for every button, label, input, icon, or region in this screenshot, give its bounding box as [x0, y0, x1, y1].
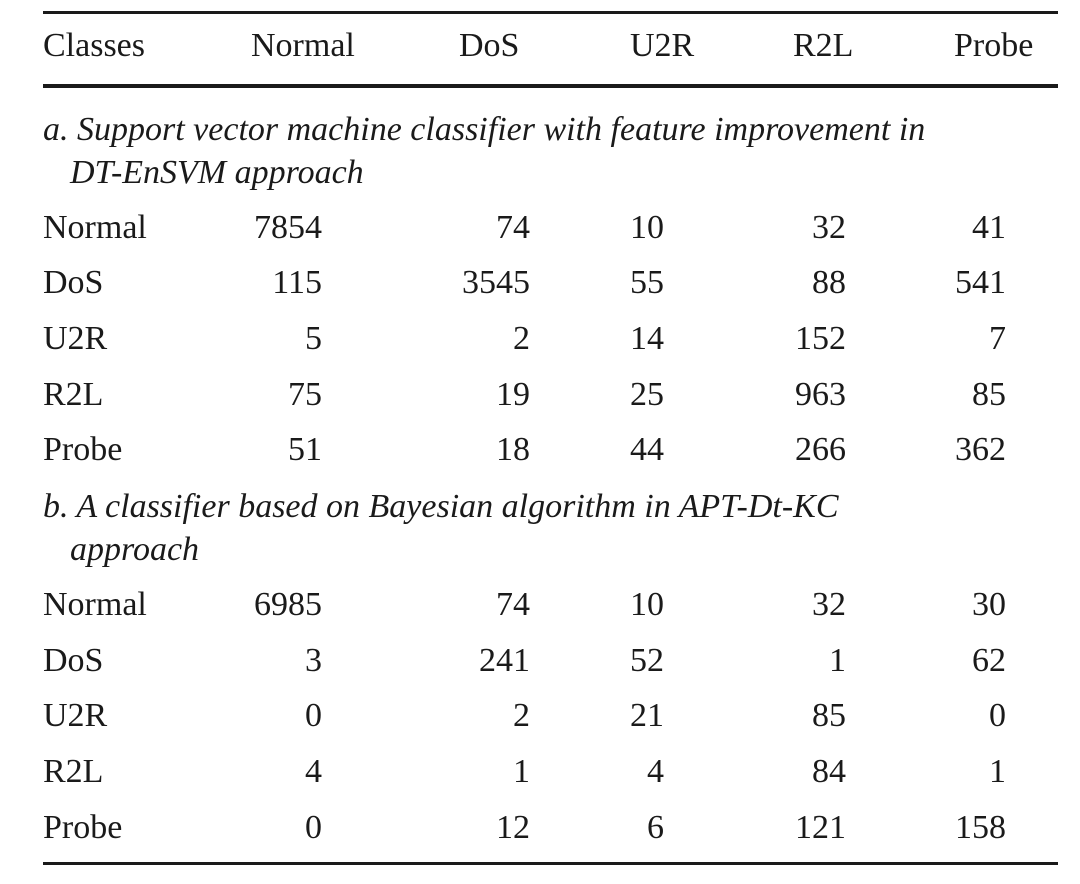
table-row: Normal 7854 74 10 32 41 [0, 208, 1080, 248]
cell-u2r: 6 [647, 809, 664, 846]
cell-normal: 0 [305, 809, 322, 846]
section-b-caption-line2: approach [70, 531, 200, 568]
cell-normal: 3 [305, 642, 322, 679]
row-label: Normal [43, 586, 147, 623]
bottom-rule [43, 862, 1058, 865]
row-label: R2L [43, 376, 104, 413]
cell-r2l: 963 [795, 376, 846, 413]
cell-probe: 62 [972, 642, 1006, 679]
cell-dos: 74 [496, 586, 530, 623]
cell-u2r: 25 [630, 376, 664, 413]
cell-dos: 3545 [462, 264, 530, 301]
row-label: DoS [43, 642, 104, 679]
section-a-caption-line1: a. Support vector machine classifier wit… [43, 111, 926, 148]
row-label: U2R [43, 697, 108, 734]
cell-u2r: 21 [630, 697, 664, 734]
cell-dos: 1 [513, 753, 530, 790]
table-row: DoS 3 241 52 1 62 [0, 641, 1080, 681]
header-r2l: R2L [793, 27, 854, 64]
cell-probe: 7 [989, 320, 1006, 357]
cell-probe: 1 [989, 753, 1006, 790]
cell-normal: 0 [305, 697, 322, 734]
section-a-caption-line2: DT-EnSVM approach [70, 154, 364, 191]
section-b-caption-line1: b. A classifier based on Bayesian algori… [43, 488, 839, 525]
cell-dos: 2 [513, 320, 530, 357]
cell-normal: 4 [305, 753, 322, 790]
table-header-row: Classes Normal DoS U2R R2L Probe [0, 26, 1080, 66]
header-rule [43, 84, 1058, 88]
cell-r2l: 32 [812, 586, 846, 623]
cell-dos: 12 [496, 809, 530, 846]
row-label: DoS [43, 264, 104, 301]
cell-normal: 75 [288, 376, 322, 413]
row-label: U2R [43, 320, 108, 357]
cell-r2l: 32 [812, 209, 846, 246]
section-a-caption: a. Support vector machine classifier wit… [43, 108, 1043, 194]
cell-r2l: 88 [812, 264, 846, 301]
cell-normal: 6985 [254, 586, 322, 623]
header-probe: Probe [954, 27, 1034, 64]
header-u2r: U2R [630, 27, 695, 64]
header-classes: Classes [43, 27, 145, 64]
cell-dos: 2 [513, 697, 530, 734]
cell-normal: 5 [305, 320, 322, 357]
cell-probe: 0 [989, 697, 1006, 734]
cell-normal: 7854 [254, 209, 322, 246]
cell-r2l: 84 [812, 753, 846, 790]
cell-u2r: 10 [630, 209, 664, 246]
cell-r2l: 152 [795, 320, 846, 357]
cell-u2r: 55 [630, 264, 664, 301]
header-dos: DoS [459, 27, 520, 64]
header-normal: Normal [251, 27, 355, 64]
cell-probe: 541 [955, 264, 1006, 301]
cell-u2r: 44 [630, 431, 664, 468]
cell-dos: 241 [479, 642, 530, 679]
cell-probe: 158 [955, 809, 1006, 846]
row-label: Probe [43, 809, 123, 846]
table-row: Probe 0 12 6 121 158 [0, 808, 1080, 848]
table-row: Normal 6985 74 10 32 30 [0, 585, 1080, 625]
cell-dos: 18 [496, 431, 530, 468]
cell-u2r: 4 [647, 753, 664, 790]
cell-normal: 115 [272, 264, 322, 301]
cell-r2l: 1 [829, 642, 846, 679]
cell-dos: 74 [496, 209, 530, 246]
table-row: U2R 5 2 14 152 7 [0, 319, 1080, 359]
table-row: Probe 51 18 44 266 362 [0, 430, 1080, 470]
table-row: U2R 0 2 21 85 0 [0, 696, 1080, 736]
cell-u2r: 14 [630, 320, 664, 357]
cell-u2r: 52 [630, 642, 664, 679]
section-b-caption: b. A classifier based on Bayesian algori… [43, 485, 1043, 571]
cell-probe: 362 [955, 431, 1006, 468]
cell-probe: 30 [972, 586, 1006, 623]
row-label: R2L [43, 753, 104, 790]
cell-dos: 19 [496, 376, 530, 413]
table-row: R2L 4 1 4 84 1 [0, 752, 1080, 792]
cell-u2r: 10 [630, 586, 664, 623]
cell-r2l: 85 [812, 697, 846, 734]
row-label: Normal [43, 209, 147, 246]
cell-probe: 41 [972, 209, 1006, 246]
row-label: Probe [43, 431, 123, 468]
top-rule [43, 11, 1058, 14]
cell-r2l: 121 [795, 809, 846, 846]
table-row: DoS 115 3545 55 88 541 [0, 263, 1080, 303]
table-row: R2L 75 19 25 963 85 [0, 375, 1080, 415]
cell-r2l: 266 [795, 431, 846, 468]
cell-probe: 85 [972, 376, 1006, 413]
cell-normal: 51 [288, 431, 322, 468]
